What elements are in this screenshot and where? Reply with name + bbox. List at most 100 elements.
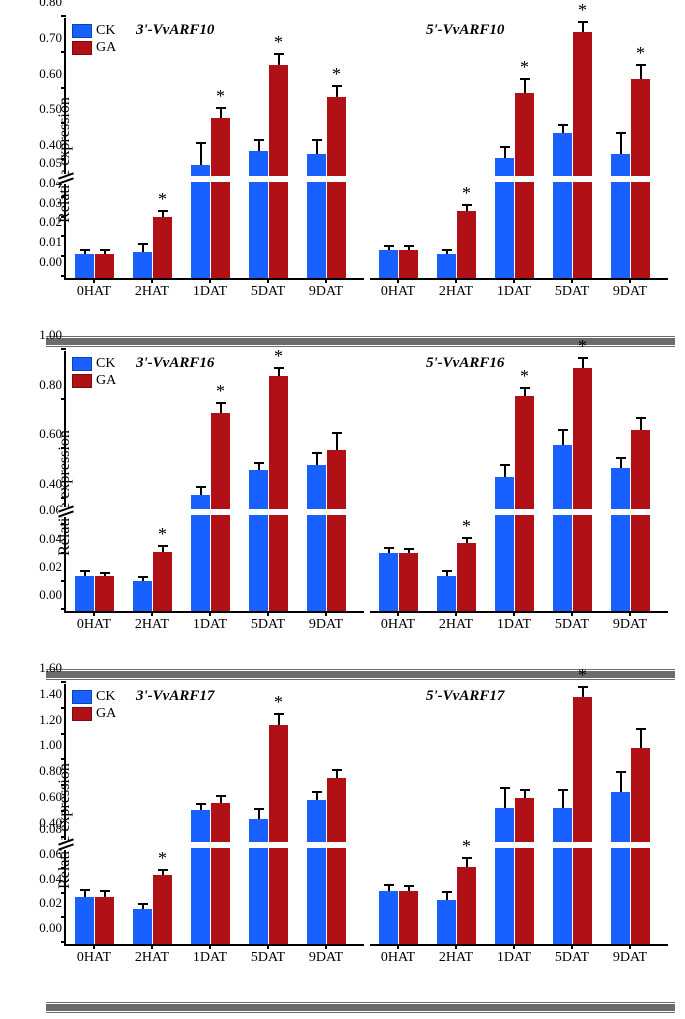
ytick-label: 0.02	[22, 895, 62, 911]
legend: CKGA	[72, 22, 116, 56]
ck-bar	[191, 810, 210, 944]
significance-star: *	[158, 189, 167, 210]
ytick-label: 0.40	[22, 476, 62, 492]
ga-bar: *	[211, 413, 230, 611]
ga-bar: *	[327, 97, 346, 278]
ga-bar: *	[457, 543, 476, 611]
ytick-label: 1.60	[22, 660, 62, 676]
ck-bar	[553, 808, 572, 944]
xtick-label: 9DAT	[309, 950, 343, 966]
xtick-label: 0HAT	[381, 284, 415, 300]
subplot-title: 3'-VvARF10	[136, 22, 214, 39]
legend: CKGA	[72, 688, 116, 722]
xtick-label: 5DAT	[251, 617, 285, 633]
ga-bar	[399, 891, 418, 944]
significance-star: *	[636, 43, 645, 64]
xtick-label: 5DAT	[555, 950, 589, 966]
xtick-label: 1DAT	[193, 284, 227, 300]
ga-bar	[95, 254, 114, 278]
xtick-label: 9DAT	[613, 617, 647, 633]
ck-bar	[133, 252, 152, 278]
significance-star: *	[462, 183, 471, 204]
figure: Relative expression0.000.010.020.030.040…	[10, 10, 675, 976]
ytick-label: 0.02	[22, 214, 62, 230]
ga-bar: *	[269, 376, 288, 611]
ck-bar	[249, 470, 268, 611]
significance-star: *	[578, 0, 587, 21]
legend: CKGA	[72, 355, 116, 389]
xtick-label: 5DAT	[251, 950, 285, 966]
significance-star: *	[462, 516, 471, 537]
ga-bar	[399, 250, 418, 278]
ytick-label: 0.03	[22, 195, 62, 211]
xtick-label: 0HAT	[77, 950, 111, 966]
panel: Relative expression0.000.010.020.030.040…	[10, 10, 675, 310]
plot-left: 0.000.020.040.060.400.600.801.000HAT*2HA…	[64, 351, 364, 613]
legend-swatch	[72, 357, 92, 371]
ytick-label: 1.20	[22, 712, 62, 728]
xtick-label: 5DAT	[251, 284, 285, 300]
ck-bar	[379, 891, 398, 944]
xtick-label: 2HAT	[439, 950, 473, 966]
ck-bar	[437, 576, 456, 611]
ck-bar	[307, 154, 326, 278]
plot-left: 0.000.010.020.030.040.050.400.500.600.70…	[64, 18, 364, 280]
legend-label: GA	[96, 706, 116, 722]
ytick-label: 0.04	[22, 871, 62, 887]
ga-bar	[399, 553, 418, 611]
significance-star: *	[216, 86, 225, 107]
plot-right: 0HAT*2HAT*1DAT*5DAT9DAT5'-VvARF16	[370, 351, 668, 613]
ck-bar	[437, 900, 456, 944]
xtick-label: 5DAT	[555, 617, 589, 633]
ck-bar	[495, 477, 514, 611]
ytick-label: 1.40	[22, 686, 62, 702]
ga-bar	[95, 576, 114, 611]
ga-bar	[631, 430, 650, 611]
ck-bar	[191, 495, 210, 611]
legend-swatch	[72, 690, 92, 704]
ytick-label: 0.00	[22, 920, 62, 936]
ga-bar	[211, 803, 230, 944]
ga-bar: *	[269, 725, 288, 944]
ga-bar: *	[631, 79, 650, 278]
ck-bar	[611, 154, 630, 278]
significance-star: *	[158, 524, 167, 545]
ga-bar: *	[573, 697, 592, 944]
subplot-title: 5'-VvARF10	[426, 22, 504, 39]
ck-bar	[379, 553, 398, 611]
xtick-label: 1DAT	[497, 950, 531, 966]
subplot-title: 3'-VvARF16	[136, 355, 214, 372]
ytick-label: 0.80	[22, 763, 62, 779]
significance-star: *	[216, 381, 225, 402]
ytick-label: 1.00	[22, 327, 62, 343]
xtick-label: 1DAT	[497, 617, 531, 633]
ytick-label: 0.04	[22, 175, 62, 191]
xtick-label: 9DAT	[613, 950, 647, 966]
ytick-label: 0.00	[22, 587, 62, 603]
xtick-label: 2HAT	[135, 617, 169, 633]
xtick-label: 1DAT	[193, 617, 227, 633]
ck-bar	[133, 581, 152, 611]
legend-label: CK	[96, 23, 115, 39]
panel: Relative expression0.000.020.040.060.400…	[10, 343, 675, 643]
plot-right: 0HAT*2HAT1DAT*5DAT9DAT5'-VvARF17	[370, 684, 668, 946]
significance-star: *	[274, 346, 283, 367]
xtick-label: 2HAT	[439, 284, 473, 300]
ga-bar: *	[153, 552, 172, 611]
ga-bar	[515, 798, 534, 945]
ck-bar	[75, 254, 94, 278]
ytick-label: 0.60	[22, 789, 62, 805]
ga-bar	[631, 748, 650, 944]
significance-star: *	[274, 692, 283, 713]
significance-star: *	[332, 64, 341, 85]
ytick-label: 0.80	[22, 0, 62, 10]
ytick-label: 0.01	[22, 234, 62, 250]
ytick-label: 0.50	[22, 101, 62, 117]
ga-bar: *	[515, 93, 534, 278]
ck-bar	[553, 133, 572, 278]
ga-bar	[327, 778, 346, 944]
ga-bar: *	[211, 118, 230, 278]
panel: Relative expression0.000.020.040.060.080…	[10, 676, 675, 976]
plot-left: 0.000.020.040.060.080.400.600.801.001.20…	[64, 684, 364, 946]
ga-bar: *	[269, 65, 288, 278]
